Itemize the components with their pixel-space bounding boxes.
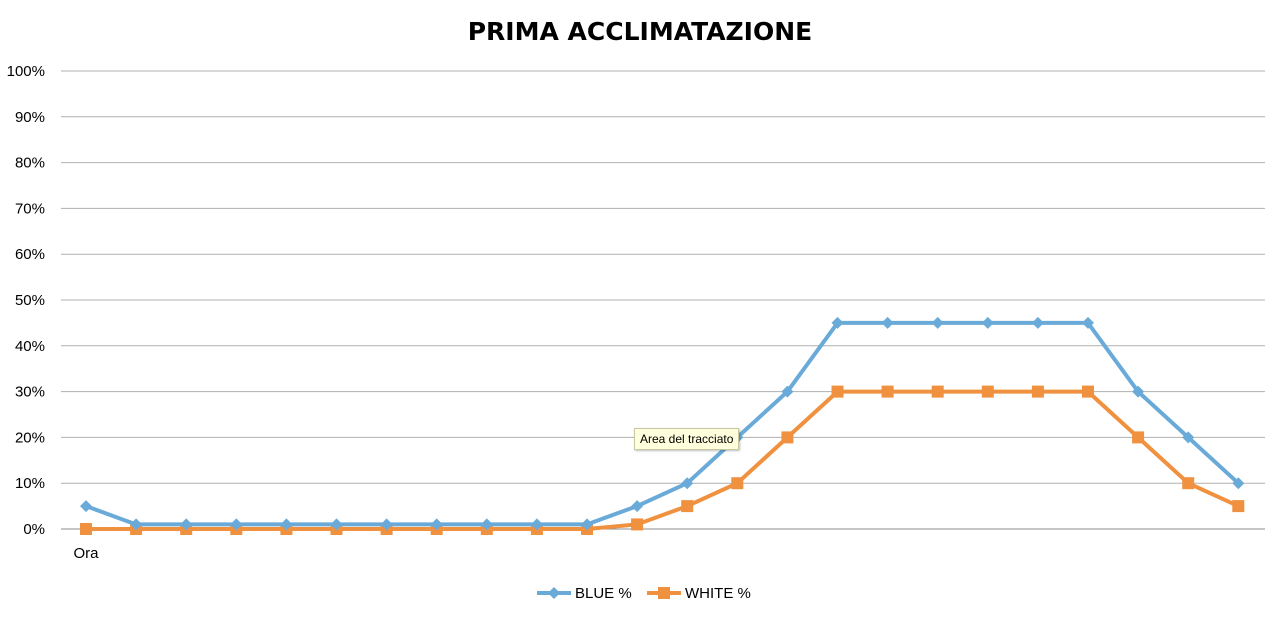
data-point (1132, 385, 1145, 398)
series-square (80, 385, 1245, 535)
data-point (781, 431, 794, 444)
data-point (1082, 316, 1094, 329)
series-line (84, 389, 1241, 531)
data-point (881, 385, 894, 398)
data-point (1082, 385, 1094, 398)
legend-swatch-marker (658, 587, 670, 599)
data-point (530, 518, 543, 531)
data-point (681, 477, 694, 490)
data-point (831, 316, 844, 329)
series-line (84, 320, 1241, 527)
data-point (931, 385, 944, 398)
data-point (781, 385, 794, 398)
series-diamond (80, 316, 1245, 531)
data-point (981, 385, 994, 398)
y-tick-label: 80% (15, 155, 45, 172)
x-tick-label: Ora (73, 545, 99, 562)
data-point (1182, 431, 1195, 444)
y-tick-label: 10% (15, 475, 45, 492)
gridlines (61, 70, 1265, 530)
data-point (1182, 477, 1195, 490)
y-tick-label: 40% (15, 338, 45, 355)
data-point (230, 518, 243, 531)
data-point (430, 518, 443, 531)
y-axis: 0% 10% 20% 30% 40% 50% 60% 70% 80% 90% 100% (7, 63, 45, 538)
legend-label: WHITE % (685, 585, 751, 602)
legend-label: BLUE % (575, 585, 632, 602)
data-point (831, 385, 844, 398)
y-tick-label: 60% (15, 246, 45, 263)
data-point (581, 518, 593, 531)
data-point (981, 316, 994, 329)
y-tick-label: 30% (15, 384, 45, 401)
plot-area[interactable] (80, 316, 1245, 535)
data-point (1031, 316, 1044, 329)
data-point (330, 518, 343, 531)
legend-swatch-marker (548, 587, 560, 599)
data-point (80, 523, 92, 535)
y-tick-label: 50% (15, 292, 45, 309)
data-point (1132, 431, 1145, 444)
plot-area-tooltip: Area del tracciato (634, 428, 740, 450)
data-point (1031, 385, 1044, 398)
y-tick-label: 20% (15, 429, 45, 446)
data-point (180, 518, 193, 531)
x-axis: Ora (73, 545, 99, 562)
legend: BLUE % WHITE % (537, 585, 751, 602)
chart-title: PRIMA ACCLIMATAZIONE (468, 17, 813, 46)
y-tick-label: 0% (23, 521, 45, 538)
data-point (80, 500, 92, 513)
y-tick-label: 70% (15, 200, 45, 217)
data-point (380, 518, 393, 531)
data-point (931, 316, 944, 329)
data-point (130, 518, 143, 531)
data-point (480, 518, 493, 531)
data-point (631, 518, 644, 531)
data-point (1232, 477, 1245, 490)
data-point (731, 477, 744, 490)
data-point (280, 518, 293, 531)
data-point (881, 316, 894, 329)
data-point (631, 500, 644, 513)
data-point (1232, 500, 1245, 513)
data-point (681, 500, 694, 513)
y-tick-label: 90% (15, 109, 45, 126)
y-tick-label: 100% (7, 63, 45, 80)
